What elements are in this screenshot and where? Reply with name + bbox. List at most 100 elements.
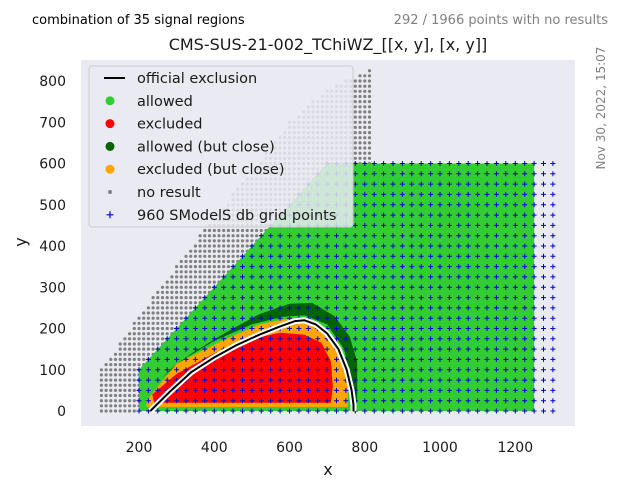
grid-point bbox=[268, 233, 274, 239]
grid-point bbox=[211, 398, 217, 404]
grid-point bbox=[475, 274, 481, 280]
no-result-point bbox=[165, 311, 169, 315]
grid-point bbox=[409, 274, 415, 280]
grid-point bbox=[390, 284, 396, 290]
no-result-point bbox=[118, 363, 122, 367]
grid-point bbox=[305, 284, 311, 290]
no-result-point bbox=[240, 244, 245, 248]
grid-point bbox=[409, 243, 415, 249]
no-result-point bbox=[137, 321, 141, 325]
no-result-point bbox=[160, 316, 165, 320]
grid-point bbox=[541, 356, 546, 362]
no-result-point bbox=[156, 301, 160, 305]
no-result-point bbox=[170, 275, 174, 279]
grid-point bbox=[550, 377, 556, 383]
no-result-point bbox=[165, 321, 169, 325]
no-result-point bbox=[203, 280, 207, 284]
grid-point bbox=[428, 408, 434, 414]
grid-point bbox=[343, 315, 349, 321]
x-tick-label: 800 bbox=[351, 440, 378, 456]
grid-point bbox=[446, 284, 452, 290]
grid-point bbox=[192, 387, 198, 393]
grid-point bbox=[541, 274, 546, 280]
no-result-point bbox=[358, 84, 362, 88]
grid-point bbox=[428, 295, 434, 301]
no-result-point bbox=[132, 332, 136, 336]
no-result-point bbox=[203, 265, 207, 269]
no-result-point bbox=[142, 337, 146, 341]
grid-point bbox=[334, 305, 339, 311]
grid-point bbox=[512, 315, 518, 321]
grid-point bbox=[418, 336, 424, 342]
no-result-point bbox=[137, 342, 141, 346]
grid-point bbox=[503, 212, 509, 218]
grid-point bbox=[550, 212, 556, 218]
grid-point bbox=[277, 336, 283, 342]
grid-point bbox=[174, 356, 180, 362]
grid-point bbox=[493, 243, 499, 249]
grid-point bbox=[343, 243, 349, 249]
no-result-point bbox=[184, 280, 188, 284]
grid-point bbox=[192, 398, 198, 404]
no-result-point bbox=[156, 316, 160, 320]
no-result-point bbox=[353, 136, 357, 140]
grid-point bbox=[324, 398, 330, 404]
grid-point bbox=[277, 295, 283, 301]
grid-point bbox=[437, 398, 443, 404]
grid-point bbox=[258, 315, 264, 321]
grid-point bbox=[428, 253, 434, 259]
no-result-point bbox=[212, 254, 216, 258]
grid-point bbox=[484, 181, 490, 187]
grid-point bbox=[531, 243, 537, 249]
no-result-point bbox=[128, 352, 132, 356]
grid-point bbox=[371, 336, 377, 342]
grid-point bbox=[381, 212, 387, 218]
grid-point bbox=[362, 233, 368, 239]
grid-point bbox=[418, 367, 424, 373]
legend-dot-swatch bbox=[105, 96, 115, 106]
no-result-point bbox=[156, 332, 160, 336]
legend-dot-swatch bbox=[105, 141, 115, 151]
no-result-point bbox=[367, 156, 372, 160]
grid-point bbox=[531, 387, 537, 393]
grid-point bbox=[258, 274, 264, 280]
no-result-point bbox=[203, 285, 207, 289]
y-tick-label: 0 bbox=[57, 404, 66, 420]
grid-point bbox=[531, 315, 537, 321]
no-result-point bbox=[142, 357, 146, 361]
grid-point bbox=[381, 326, 387, 331]
no-result-point bbox=[170, 301, 174, 305]
no-result-point bbox=[353, 110, 357, 114]
grid-point bbox=[277, 243, 283, 249]
grid-point bbox=[145, 367, 151, 373]
grid-point bbox=[456, 305, 462, 311]
no-result-point bbox=[363, 141, 367, 145]
grid-point bbox=[390, 326, 396, 331]
grid-point bbox=[240, 356, 245, 362]
grid-point bbox=[230, 367, 236, 373]
no-result-point bbox=[358, 136, 362, 140]
no-result-point bbox=[104, 368, 108, 372]
grid-point bbox=[484, 264, 490, 270]
grid-point bbox=[183, 346, 189, 352]
no-result-point bbox=[175, 301, 179, 305]
no-result-point bbox=[226, 265, 230, 269]
no-result-point bbox=[358, 110, 362, 114]
grid-point bbox=[287, 336, 292, 342]
grid-point bbox=[324, 377, 330, 383]
grid-point bbox=[249, 387, 255, 393]
grid-point bbox=[352, 243, 358, 249]
y-tick-label: 200 bbox=[39, 322, 66, 338]
grid-point bbox=[305, 233, 311, 239]
grid-point bbox=[352, 315, 358, 321]
no-result-point bbox=[207, 239, 212, 243]
grid-point bbox=[465, 398, 471, 404]
no-result-point bbox=[363, 84, 367, 88]
no-result-point bbox=[142, 347, 146, 351]
no-result-point bbox=[222, 270, 226, 274]
no-result-point bbox=[118, 352, 122, 356]
grid-point bbox=[296, 336, 302, 342]
grid-point bbox=[550, 233, 556, 239]
grid-point bbox=[305, 398, 311, 404]
no-result-point bbox=[236, 249, 240, 253]
